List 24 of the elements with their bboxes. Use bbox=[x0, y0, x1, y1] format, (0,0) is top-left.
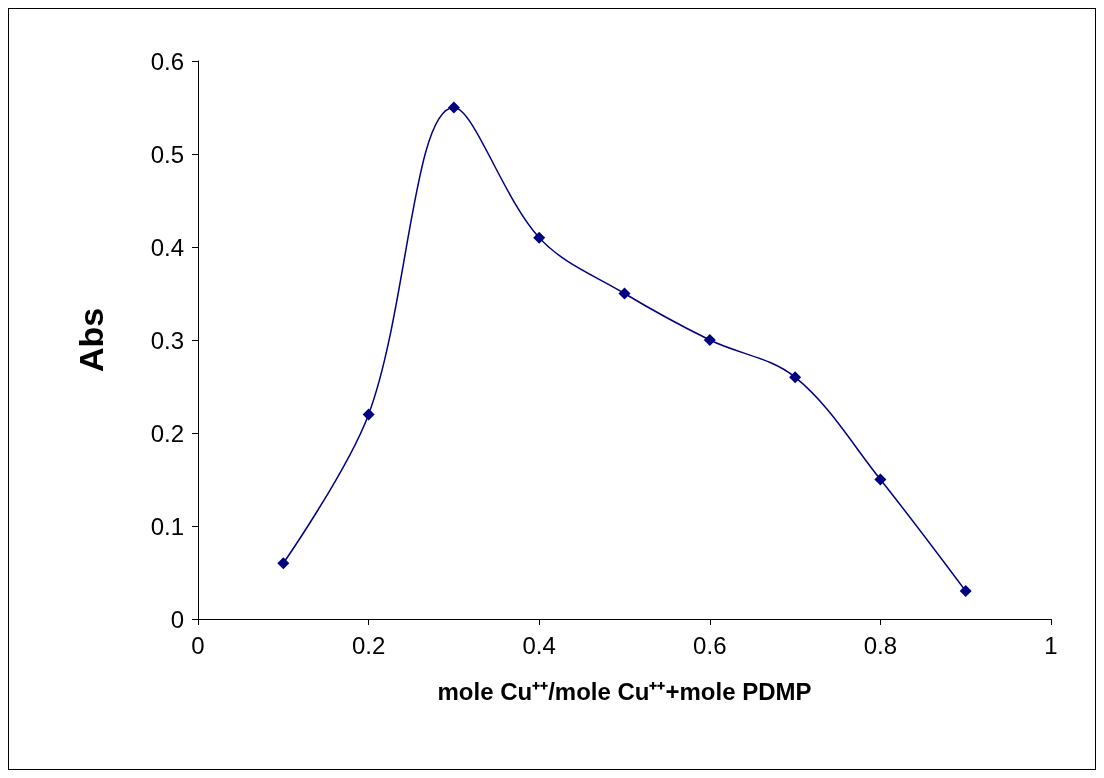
point bbox=[789, 371, 802, 384]
point bbox=[277, 557, 290, 570]
y-tick-label: 0.5 bbox=[150, 140, 184, 168]
x-tick-label: 0.8 bbox=[863, 631, 898, 659]
y-tick-label: 0.4 bbox=[150, 233, 184, 261]
point bbox=[447, 101, 460, 114]
point bbox=[533, 231, 546, 244]
y-tick-label: 0.3 bbox=[150, 326, 184, 354]
x-tick-label: 0.4 bbox=[522, 631, 556, 659]
y-tick-label: 0.6 bbox=[150, 47, 184, 75]
point bbox=[874, 473, 887, 486]
y-tick-label: 0 bbox=[170, 605, 184, 633]
point bbox=[959, 585, 972, 598]
x-tick-label: 0.2 bbox=[351, 631, 386, 659]
point bbox=[618, 287, 631, 300]
x-tick-label: 0.6 bbox=[693, 631, 727, 659]
y-tick-label: 0.2 bbox=[150, 419, 184, 447]
x-axis-title: mole Cu⁺⁺/mole Cu⁺⁺+mole PDMP bbox=[437, 677, 812, 705]
point bbox=[703, 334, 716, 346]
y-tick-label: 0.1 bbox=[150, 512, 184, 540]
x-tick-label: 0 bbox=[191, 631, 205, 659]
y-axis-title: Abs bbox=[72, 307, 110, 373]
point bbox=[362, 408, 375, 421]
x-tick-label: 1 bbox=[1044, 631, 1058, 659]
